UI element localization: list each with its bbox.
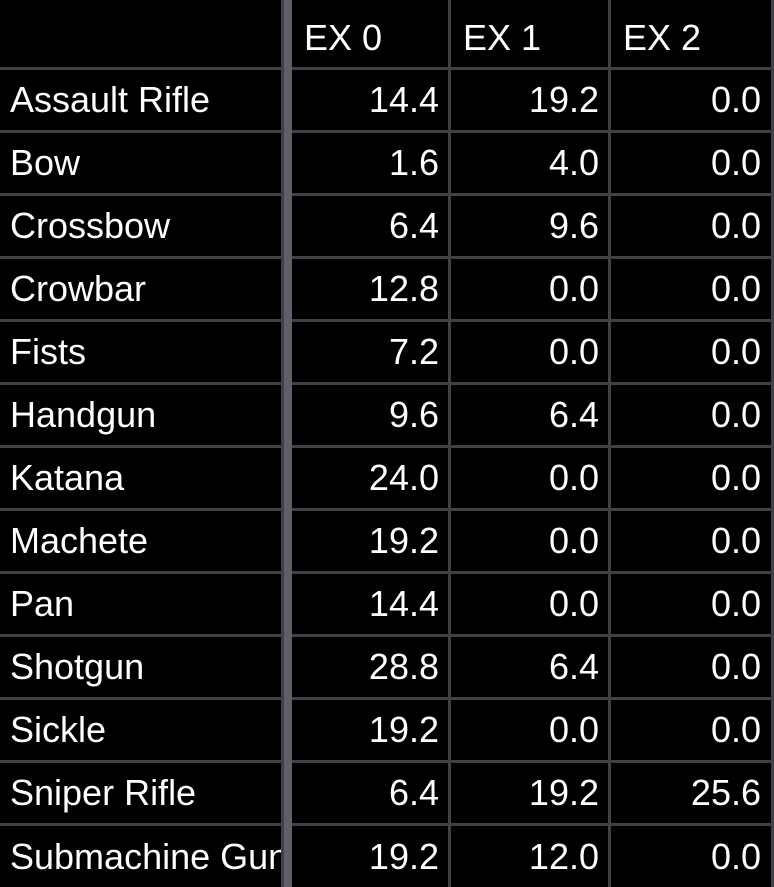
table-row: Machete 19.2 0.0 0.0 — [0, 511, 774, 574]
header-row: EX 0 EX 1 EX 2 — [0, 0, 774, 70]
ex1-value-cell[interactable]: 6.4 — [451, 637, 611, 700]
ex1-value-cell[interactable]: 0.0 — [451, 259, 611, 322]
header-cell-ex2[interactable]: EX 2 — [611, 0, 774, 70]
frozen-column-divider[interactable] — [284, 0, 292, 887]
ex0-value-cell[interactable]: 12.8 — [292, 259, 451, 322]
table-row: Sniper Rifle 6.4 19.2 25.6 — [0, 763, 774, 826]
header-cell-ex0[interactable]: EX 0 — [292, 0, 451, 70]
weapon-name-cell[interactable]: Fists — [0, 322, 284, 385]
table-row: Crossbow 6.4 9.6 0.0 — [0, 196, 774, 259]
ex0-value-cell[interactable]: 9.6 — [292, 385, 451, 448]
ex1-value-cell[interactable]: 0.0 — [451, 700, 611, 763]
ex1-value-cell[interactable]: 9.6 — [451, 196, 611, 259]
ex0-value-cell[interactable]: 6.4 — [292, 763, 451, 826]
ex1-value-cell[interactable]: 0.0 — [451, 448, 611, 511]
ex2-value-cell[interactable]: 0.0 — [611, 133, 774, 196]
table-row: Assault Rifle 14.4 19.2 0.0 — [0, 70, 774, 133]
ex2-value-cell[interactable]: 0.0 — [611, 448, 774, 511]
ex0-value-cell[interactable]: 14.4 — [292, 574, 451, 637]
ex0-value-cell[interactable]: 24.0 — [292, 448, 451, 511]
ex0-value-cell[interactable]: 19.2 — [292, 700, 451, 763]
ex2-value-cell[interactable]: 0.0 — [611, 259, 774, 322]
ex2-value-cell[interactable]: 0.0 — [611, 322, 774, 385]
weapon-name-cell[interactable]: Machete — [0, 511, 284, 574]
weapon-name-cell[interactable]: Crossbow — [0, 196, 284, 259]
ex1-value-cell[interactable]: 12.0 — [451, 826, 611, 887]
ex2-value-cell[interactable]: 0.0 — [611, 511, 774, 574]
table-row: Katana 24.0 0.0 0.0 — [0, 448, 774, 511]
ex1-value-cell[interactable]: 0.0 — [451, 574, 611, 637]
ex1-value-cell[interactable]: 0.0 — [451, 322, 611, 385]
table-row: Sickle 19.2 0.0 0.0 — [0, 700, 774, 763]
ex0-value-cell[interactable]: 1.6 — [292, 133, 451, 196]
ex1-value-cell[interactable]: 4.0 — [451, 133, 611, 196]
weapon-name-cell[interactable]: Crowbar — [0, 259, 284, 322]
table-row: Bow 1.6 4.0 0.0 — [0, 133, 774, 196]
ex2-value-cell[interactable]: 0.0 — [611, 574, 774, 637]
weapon-name-cell[interactable]: Bow — [0, 133, 284, 196]
table-row: Handgun 9.6 6.4 0.0 — [0, 385, 774, 448]
weapon-name-cell[interactable]: Submachine Gun — [0, 826, 284, 887]
ex0-value-cell[interactable]: 7.2 — [292, 322, 451, 385]
ex0-value-cell[interactable]: 19.2 — [292, 511, 451, 574]
weapon-name-cell[interactable]: Sniper Rifle — [0, 763, 284, 826]
weapon-name-cell[interactable]: Sickle — [0, 700, 284, 763]
weapon-name-cell[interactable]: Katana — [0, 448, 284, 511]
ex0-value-cell[interactable]: 14.4 — [292, 70, 451, 133]
table-row: Pan 14.4 0.0 0.0 — [0, 574, 774, 637]
ex1-value-cell[interactable]: 6.4 — [451, 385, 611, 448]
weapon-name-cell[interactable]: Pan — [0, 574, 284, 637]
ex0-value-cell[interactable]: 6.4 — [292, 196, 451, 259]
ex0-value-cell[interactable]: 19.2 — [292, 826, 451, 887]
table-row: Crowbar 12.8 0.0 0.0 — [0, 259, 774, 322]
ex2-value-cell[interactable]: 0.0 — [611, 196, 774, 259]
table-row: Submachine Gun 19.2 12.0 0.0 — [0, 826, 774, 887]
ex2-value-cell[interactable]: 0.0 — [611, 637, 774, 700]
ex1-value-cell[interactable]: 19.2 — [451, 70, 611, 133]
ex1-value-cell[interactable]: 19.2 — [451, 763, 611, 826]
ex2-value-cell[interactable]: 0.0 — [611, 700, 774, 763]
header-cell-ex1[interactable]: EX 1 — [451, 0, 611, 70]
ex1-value-cell[interactable]: 0.0 — [451, 511, 611, 574]
weapon-name-cell[interactable]: Shotgun — [0, 637, 284, 700]
ex0-value-cell[interactable]: 28.8 — [292, 637, 451, 700]
ex2-value-cell[interactable]: 0.0 — [611, 70, 774, 133]
ex2-value-cell[interactable]: 25.6 — [611, 763, 774, 826]
table-row: Fists 7.2 0.0 0.0 — [0, 322, 774, 385]
table-row: Shotgun 28.8 6.4 0.0 — [0, 637, 774, 700]
header-cell-name[interactable] — [0, 0, 284, 70]
ex2-value-cell[interactable]: 0.0 — [611, 826, 774, 887]
weapon-name-cell[interactable]: Handgun — [0, 385, 284, 448]
ex2-value-cell[interactable]: 0.0 — [611, 385, 774, 448]
weapon-name-cell[interactable]: Assault Rifle — [0, 70, 284, 133]
